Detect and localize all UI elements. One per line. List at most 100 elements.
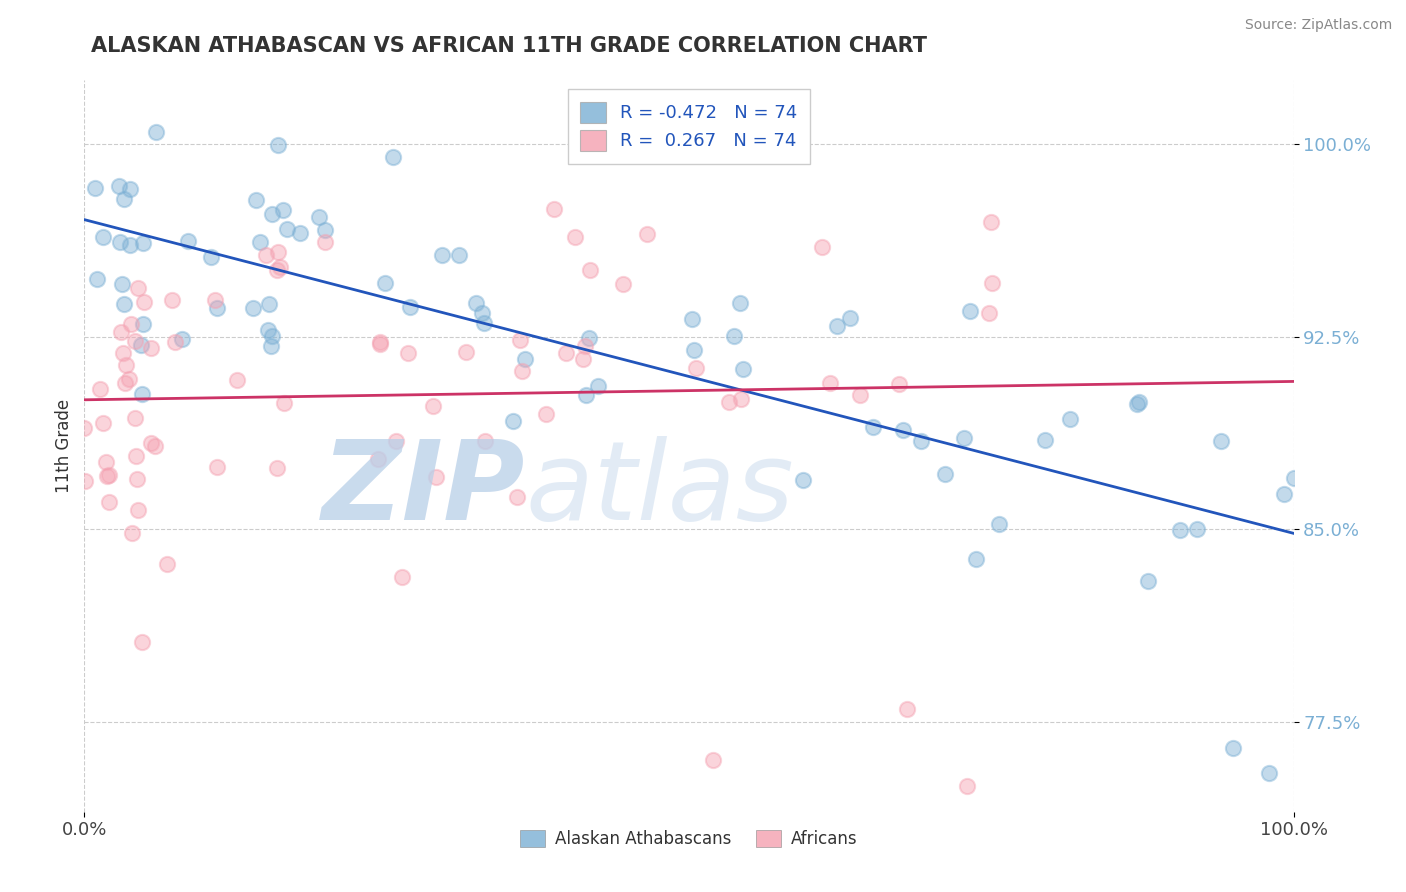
Point [987, 517, 1010, 532]
Point [107, 178, 129, 193]
Point [121, 525, 143, 540]
Point [636, 227, 658, 241]
Point [308, 211, 330, 225]
Point [288, 227, 311, 241]
Text: ZIP: ZIP [322, 436, 526, 543]
Point [730, 392, 752, 407]
Point [84, 181, 107, 195]
Point [131, 235, 153, 250]
Point [131, 634, 153, 648]
Point [266, 460, 288, 475]
Point [204, 293, 226, 307]
Point [574, 339, 596, 353]
Point [114, 376, 136, 390]
Point [124, 334, 146, 348]
Point [1209, 434, 1232, 448]
Point [385, 434, 408, 449]
Point [578, 331, 600, 345]
Point [910, 434, 932, 448]
Point [259, 297, 281, 311]
Point [391, 570, 413, 584]
Point [269, 260, 291, 275]
Point [110, 235, 132, 249]
Point [702, 753, 724, 767]
Point [893, 423, 915, 437]
Point [534, 407, 557, 421]
Point [111, 277, 134, 291]
Point [1168, 523, 1191, 537]
Point [977, 305, 1000, 319]
Point [449, 248, 471, 262]
Point [612, 277, 634, 291]
Point [564, 230, 586, 244]
Point [515, 352, 537, 367]
Point [471, 305, 494, 319]
Point [683, 343, 706, 357]
Point [510, 364, 533, 378]
Point [156, 557, 179, 571]
Point [506, 490, 529, 504]
Point [112, 296, 135, 310]
Point [98, 468, 121, 483]
Point [862, 420, 884, 434]
Point [118, 238, 141, 252]
Point [114, 358, 136, 372]
Point [145, 125, 167, 139]
Point [111, 346, 134, 360]
Point [685, 360, 707, 375]
Point [1059, 412, 1081, 426]
Point [1222, 740, 1244, 755]
Point [889, 377, 911, 392]
Point [205, 301, 228, 315]
Point [896, 702, 918, 716]
Point [728, 296, 751, 310]
Point [1126, 396, 1149, 410]
Point [474, 434, 496, 449]
Point [129, 338, 152, 352]
Point [163, 335, 186, 350]
Legend: Alaskan Athabascans, Africans: Alaskan Athabascans, Africans [513, 823, 865, 855]
Point [314, 235, 336, 249]
Point [245, 193, 267, 207]
Point [267, 245, 290, 260]
Point [1137, 574, 1160, 588]
Point [259, 339, 281, 353]
Point [588, 379, 610, 393]
Point [160, 293, 183, 307]
Point [472, 316, 495, 330]
Point [266, 263, 288, 277]
Point [143, 439, 166, 453]
Point [956, 779, 979, 793]
Point [965, 551, 987, 566]
Point [454, 345, 477, 359]
Point [399, 300, 422, 314]
Point [396, 346, 419, 360]
Point [125, 472, 148, 486]
Point [849, 388, 872, 402]
Point [1128, 394, 1150, 409]
Point [141, 341, 163, 355]
Point [271, 202, 294, 217]
Point [425, 470, 447, 484]
Point [723, 329, 745, 343]
Point [382, 150, 405, 164]
Point [121, 317, 143, 331]
Point [93, 229, 115, 244]
Point [118, 182, 141, 196]
Point [1272, 487, 1295, 501]
Point [176, 234, 198, 248]
Point [94, 455, 117, 469]
Point [718, 394, 741, 409]
Point [1258, 766, 1281, 780]
Point [980, 276, 1002, 290]
Point [555, 346, 578, 360]
Point [125, 449, 148, 463]
Point [818, 376, 841, 391]
Point [73, 420, 96, 434]
Point [1033, 434, 1056, 448]
Text: Source: ZipAtlas.com: Source: ZipAtlas.com [1244, 18, 1392, 32]
Point [117, 371, 139, 385]
Point [838, 311, 860, 326]
Point [112, 192, 135, 206]
Point [89, 382, 111, 396]
